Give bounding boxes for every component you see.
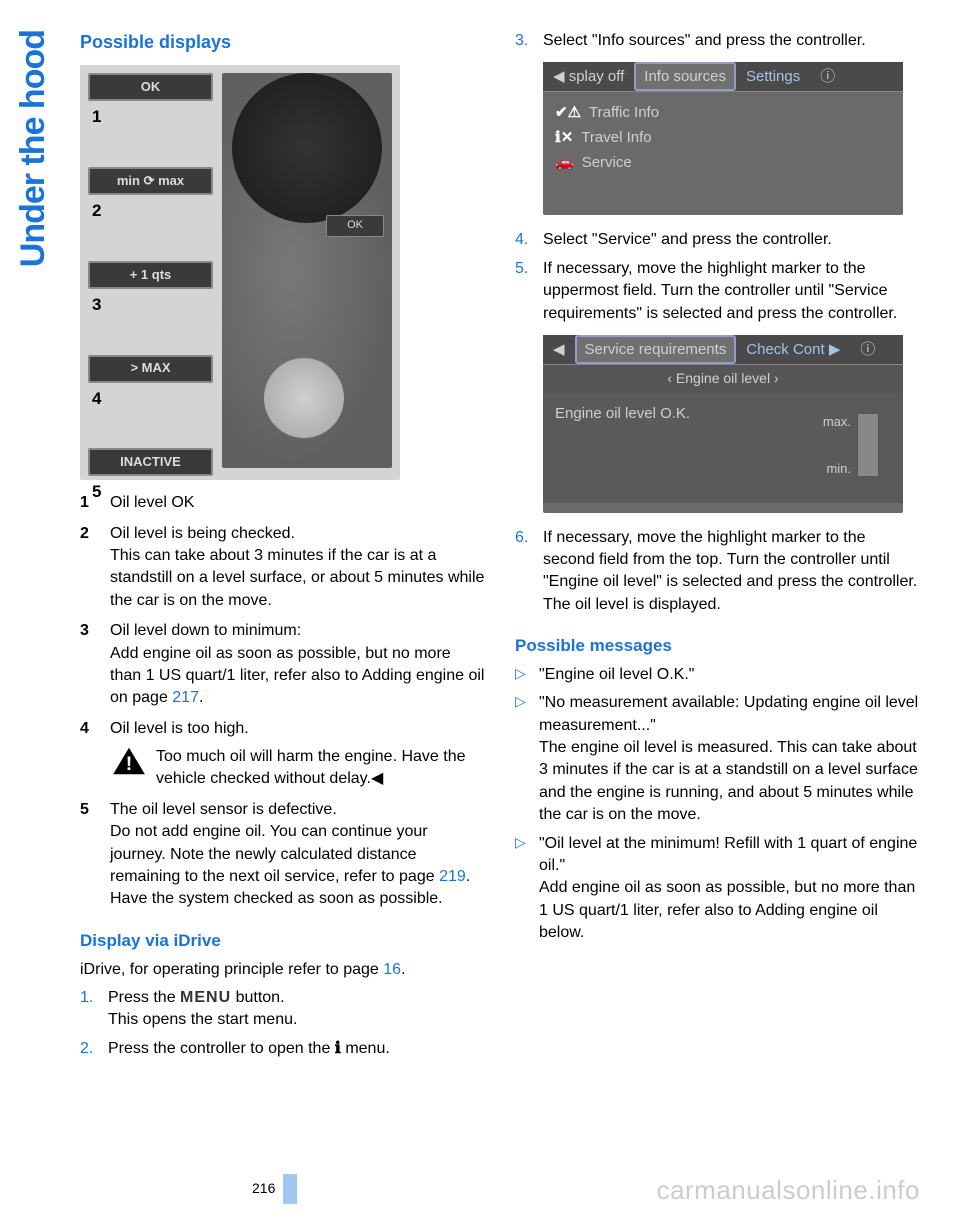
indicator-1qts: + 1 qts xyxy=(88,261,213,289)
step-num: 4. xyxy=(515,229,543,251)
tab-splay-off: ◀ splay off xyxy=(543,62,634,91)
right-steps: 3. Select "Info sources" and press the c… xyxy=(515,30,920,52)
subheader-engine-oil: ‹ Engine oil level › xyxy=(543,365,903,393)
menu-button-label: MENU xyxy=(180,989,231,1006)
indicator-minmax: min ⟳ max xyxy=(88,167,213,195)
section-tab: Under the hood xyxy=(10,30,58,267)
def-num: 5 xyxy=(80,799,110,911)
indicator-num-3: 3 xyxy=(92,293,213,317)
heading-idrive: Display via iDrive xyxy=(80,929,485,953)
info-dot-icon: ⓘ xyxy=(810,62,845,91)
step-num: 6. xyxy=(515,527,543,617)
bullet-icon: ▷ xyxy=(515,664,539,686)
tab-check-cont: Check Cont ▶ xyxy=(736,335,850,364)
tab-settings: Settings xyxy=(736,62,810,91)
right-column: 3. Select "Info sources" and press the c… xyxy=(515,30,920,1066)
row-label: Travel Info xyxy=(581,127,651,148)
indicator-num-4: 4 xyxy=(92,387,213,411)
message-item: "Oil level at the minimum! Refill with 1… xyxy=(539,833,920,945)
page-link[interactable]: 16 xyxy=(383,961,401,978)
svg-text:!: ! xyxy=(126,753,132,775)
heading-possible-displays: Possible displays xyxy=(80,30,485,55)
car-icon: 🚗 xyxy=(555,152,574,173)
watermark: carmanualsonline.info xyxy=(657,1172,920,1208)
oil-level-status: Engine oil level O.K. xyxy=(555,405,690,422)
gauge-cluster xyxy=(222,73,392,468)
right-steps-2: 4. Select "Service" and press the contro… xyxy=(515,229,920,325)
dashboard-illustration: OK 1 min ⟳ max 2 + 1 qts 3 > MAX 4 INACT… xyxy=(80,65,400,480)
indicator-max: > MAX xyxy=(88,355,213,383)
step-body: Select "Info sources" and press the cont… xyxy=(543,30,920,52)
message-item: "Engine oil level O.K." xyxy=(539,664,920,686)
info-dot-icon: ⓘ xyxy=(850,335,885,364)
step-body: If necessary, move the highlight marker … xyxy=(543,527,920,617)
step-body: Press the controller to open the ℹ menu. xyxy=(108,1038,485,1060)
def-num: 2 xyxy=(80,523,110,613)
bullet-icon: ▷ xyxy=(515,692,539,826)
def-body: The oil level sensor is defective. Do no… xyxy=(110,799,485,911)
definition-list: 1 Oil level OK 2 Oil level is being chec… xyxy=(80,492,485,911)
left-column: Possible displays OK 1 min ⟳ max 2 + 1 q… xyxy=(80,30,485,1066)
step-body: Select "Service" and press the controlle… xyxy=(543,229,920,251)
page-link[interactable]: 219 xyxy=(439,868,466,885)
oil-gauge-icon: max. min. xyxy=(769,413,879,483)
right-steps-3: 6. If necessary, move the highlight mark… xyxy=(515,527,920,617)
step-body: Press the MENU button. This opens the st… xyxy=(108,987,485,1032)
row-label: Traffic Info xyxy=(589,102,659,123)
def-body: Oil level is being checked. This can tak… xyxy=(110,523,485,613)
step-num: 2. xyxy=(80,1038,108,1060)
idrive-intro: iDrive, for operating principle refer to… xyxy=(80,959,485,981)
def-body: Oil level down to minimum: Add engine oi… xyxy=(110,620,485,710)
row-label: Service xyxy=(582,152,632,173)
bullet-icon: ▷ xyxy=(515,833,539,945)
page-link[interactable]: 217 xyxy=(172,689,199,706)
page-number: 216 xyxy=(252,1179,275,1199)
heading-possible-messages: Possible messages xyxy=(515,634,920,658)
check-icon: ✔⚠ xyxy=(555,102,581,123)
tab-info-sources: Info sources xyxy=(634,62,736,91)
screenshot-info-sources: ◀ splay off Info sources Settings ⓘ ✔⚠Tr… xyxy=(543,62,903,215)
screenshot-service-requirements: ◀ Service requirements Check Cont ▶ ⓘ ‹ … xyxy=(543,335,903,513)
step-num: 1. xyxy=(80,987,108,1032)
tab-service-requirements: Service requirements xyxy=(575,335,737,364)
def-body: Oil level is too high. ! Too much oil wi… xyxy=(110,718,485,791)
warning-icon: ! xyxy=(110,746,148,776)
idrive-steps: 1. Press the MENU button. This opens the… xyxy=(80,987,485,1060)
small-ok-indicator: OK xyxy=(326,215,384,236)
info-x-icon: ℹ✕ xyxy=(555,127,573,148)
page-content: Possible displays OK 1 min ⟳ max 2 + 1 q… xyxy=(80,30,920,1066)
def-num: 4 xyxy=(80,718,110,791)
page-bar-icon xyxy=(283,1174,297,1204)
def-num: 3 xyxy=(80,620,110,710)
indicator-inactive: INACTIVE xyxy=(88,448,213,476)
step-num: 5. xyxy=(515,258,543,325)
indicator-num-1: 1 xyxy=(92,105,213,129)
tab-back-icon: ◀ xyxy=(543,335,575,364)
step-num: 3. xyxy=(515,30,543,52)
indicator-ok: OK xyxy=(88,73,213,101)
messages-list: ▷ "Engine oil level O.K." ▷ "No measurem… xyxy=(515,664,920,945)
indicator-num-5: 5 xyxy=(92,480,213,504)
step-body: If necessary, move the highlight marker … xyxy=(543,258,920,325)
indicator-num-2: 2 xyxy=(92,199,213,223)
message-item: "No measurement available: Updating engi… xyxy=(539,692,920,826)
